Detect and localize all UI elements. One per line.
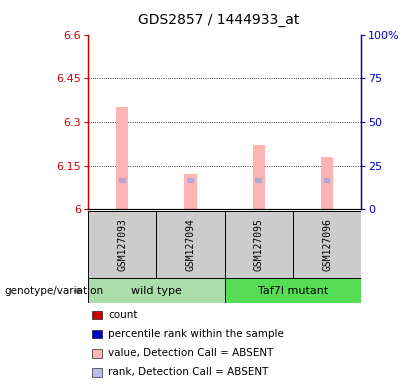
Text: rank, Detection Call = ABSENT: rank, Detection Call = ABSENT <box>108 367 268 377</box>
Text: GSM127095: GSM127095 <box>254 218 264 271</box>
Bar <box>92 311 102 319</box>
Bar <box>225 211 293 278</box>
Bar <box>92 349 102 358</box>
Bar <box>187 179 194 183</box>
Text: GSM127093: GSM127093 <box>117 218 127 271</box>
Bar <box>293 211 361 278</box>
Bar <box>184 174 197 209</box>
Bar <box>92 368 102 377</box>
Bar <box>324 179 331 183</box>
Text: count: count <box>108 310 137 320</box>
Bar <box>116 108 129 209</box>
Text: GSM127094: GSM127094 <box>186 218 196 271</box>
Bar <box>88 278 225 303</box>
Bar <box>119 179 126 183</box>
Bar <box>255 179 262 183</box>
Bar <box>253 145 265 209</box>
Text: GSM127096: GSM127096 <box>322 218 332 271</box>
Bar <box>156 211 225 278</box>
Text: genotype/variation: genotype/variation <box>4 286 103 296</box>
Text: GDS2857 / 1444933_at: GDS2857 / 1444933_at <box>138 13 299 27</box>
Bar <box>88 211 156 278</box>
Bar <box>92 330 102 338</box>
Text: wild type: wild type <box>131 286 182 296</box>
Text: Taf7l mutant: Taf7l mutant <box>258 286 328 296</box>
Bar <box>225 278 361 303</box>
Text: percentile rank within the sample: percentile rank within the sample <box>108 329 284 339</box>
Bar <box>321 157 333 209</box>
Text: value, Detection Call = ABSENT: value, Detection Call = ABSENT <box>108 348 273 358</box>
